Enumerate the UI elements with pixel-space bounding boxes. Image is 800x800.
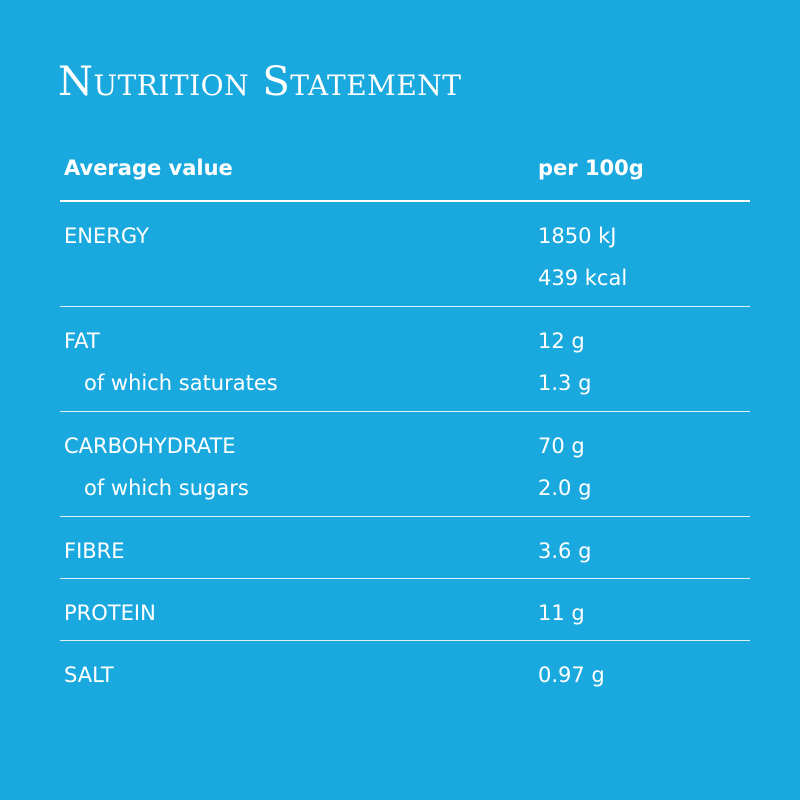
row-value: 2.0 g <box>538 476 592 500</box>
table-row-carbohydrate: CARBOHYDRATE 70 g of which sugars 2.0 g <box>60 412 750 517</box>
row-label: CARBOHYDRATE <box>64 434 236 458</box>
row-label: ENERGY <box>64 224 149 248</box>
header-label: Average value <box>64 156 233 180</box>
row-sublabel: of which sugars <box>84 476 249 500</box>
header-value: per 100g <box>538 156 644 180</box>
row-value: 11 g <box>538 601 585 625</box>
nutrition-table: Average value per 100g ENERGY 1850 kJ 43… <box>60 150 750 703</box>
row-value: 0.97 g <box>538 663 605 687</box>
table-row-salt: SALT 0.97 g <box>60 641 750 703</box>
row-value: 70 g <box>538 434 585 458</box>
table-row-energy: ENERGY 1850 kJ 439 kcal <box>60 202 750 307</box>
row-label: FIBRE <box>64 539 125 563</box>
row-value: 3.6 g <box>538 539 592 563</box>
table-row-fibre: FIBRE 3.6 g <box>60 517 750 579</box>
row-label: SALT <box>64 663 114 687</box>
table-header: Average value per 100g <box>60 150 750 202</box>
row-value: 439 kcal <box>538 266 628 290</box>
row-label: PROTEIN <box>64 601 156 625</box>
row-value: 1850 kJ <box>538 224 617 248</box>
page-title: Nutrition Statement <box>58 59 462 105</box>
row-value: 1.3 g <box>538 371 592 395</box>
row-label: FAT <box>64 329 100 353</box>
row-sublabel: of which saturates <box>84 371 278 395</box>
table-row-protein: PROTEIN 11 g <box>60 579 750 641</box>
table-row-fat: FAT 12 g of which saturates 1.3 g <box>60 307 750 412</box>
row-label <box>60 263 538 305</box>
row-value: 12 g <box>538 329 585 353</box>
